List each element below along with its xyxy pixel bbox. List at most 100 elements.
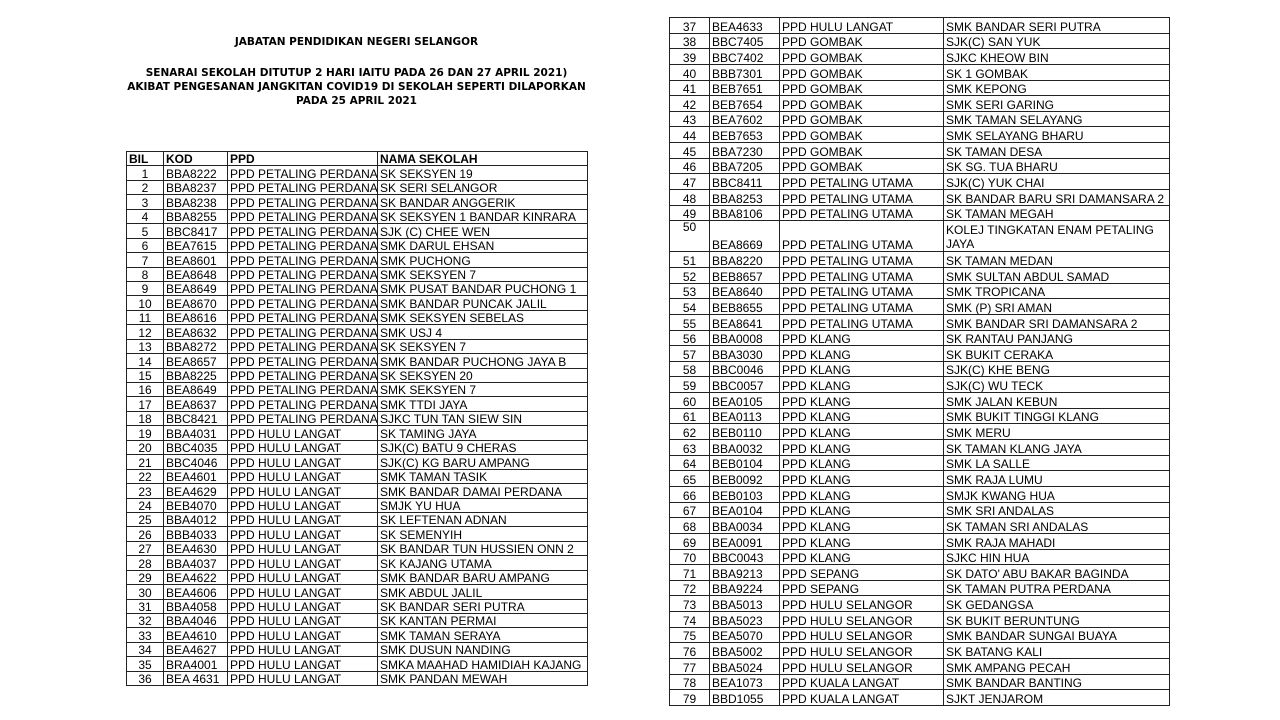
cell-ppd: PPD KLANG xyxy=(779,407,944,425)
cell-nama: SK SEKSYEN 7 xyxy=(377,338,588,355)
cell-kod: BEA4610 xyxy=(163,627,228,643)
table-row: 74 BBA5023 PPD HULU SELANGOR SK BUKIT BERUN… xyxy=(669,611,1170,628)
schools-table-right: 37 BEA4633 PPD HULU LANGAT SMK BANDAR SERI … xyxy=(669,17,1170,706)
cell-nama: SK SERI SELANGOR xyxy=(377,179,588,196)
cell-ppd: PPD HULU LANGAT xyxy=(227,540,378,557)
table-row: 69 BEA0091 PPD KLANG SMK RAJA MAHADI xyxy=(669,532,1170,550)
cell-nama: SMK PANDAN MEWAH xyxy=(377,670,588,687)
cell-kod: BBC0046 xyxy=(709,360,780,378)
cell-ppd: PPD GOMBAK xyxy=(779,95,944,112)
schools-table-left: BIL KOD PPD NAMA SEKOLAH 1 BBA8222 PPD PET… xyxy=(126,150,588,687)
cell-ppd: PPD KLANG xyxy=(779,517,944,534)
cell-nama: SK BANDAR BARU SRI DAMANSARA 2 xyxy=(943,189,1170,206)
cell-kod: BEB0104 xyxy=(709,454,780,472)
table-row: 55 BEA8641 PPD PETALING UTAMA SMK BANDAR SR… xyxy=(669,313,1170,331)
cell-kod: BBA8272 xyxy=(163,338,228,355)
cell-kod: BBA0034 xyxy=(709,517,780,534)
table-row: 10 BEA8670 PPD PETALING PERDANA SMK BANDAR … xyxy=(126,295,588,311)
cell-ppd: PPD GOMBAK xyxy=(779,110,944,128)
cell-bil: 49 xyxy=(669,204,710,222)
cell-kod: BEA4601 xyxy=(163,468,228,485)
table-row: 64 BEB0104 PPD KLANG SMK LA SALLE xyxy=(669,454,1170,472)
cell-bil: 78 xyxy=(669,673,710,691)
table-row: 23 BEA4629 PPD HULU LANGAT SMK BANDAR DAMAI… xyxy=(126,483,588,499)
cell-ppd: PPD PETALING UTAMA xyxy=(779,251,944,268)
cell-ppd: PPD HULU SELANGOR xyxy=(779,611,944,628)
cell-kod: BBA4012 xyxy=(163,511,228,528)
cell-kod: BEA8649 xyxy=(163,280,228,297)
cell-ppd: PPD HULU LANGAT xyxy=(227,641,378,658)
cell-nama: SK RANTAU PANJANG xyxy=(943,329,1170,347)
cell-kod: BEB0103 xyxy=(709,485,780,503)
cell-kod: BEB0092 xyxy=(709,470,780,487)
cell-kod: BEA4633 xyxy=(709,17,780,34)
cell-bil: 57 xyxy=(669,345,710,362)
cell-nama: SMK JALAN KEBUN xyxy=(943,392,1170,409)
cell-bil: 48 xyxy=(669,189,710,206)
table-row: 11 BEA8616 PPD PETALING PERDANA SMK SEKSYEN… xyxy=(126,309,588,326)
cell-bil: 23 xyxy=(126,483,164,499)
table-row: 31 BBA4058 PPD HULU LANGAT SK BANDAR SERI P… xyxy=(126,598,588,615)
table-row: 50 BEA8669 PPD PETALING UTAMA KOLEJ TINGKAT… xyxy=(669,220,1170,253)
table-row: 24 BEB4070 PPD HULU LANGAT SMJK YU HUA xyxy=(126,497,588,513)
cell-nama: SK TAMAN PUTRA PERDANA xyxy=(943,579,1170,597)
cell-kod: BBA8106 xyxy=(709,204,780,222)
cell-bil: 31 xyxy=(126,598,164,615)
cell-kod: BEA8637 xyxy=(163,396,228,412)
table-row: 73 BBA5013 PPD HULU SELANGOR SK GEDANGSA xyxy=(669,595,1170,613)
cell-ppd: PPD PETALING PERDANA xyxy=(227,179,378,196)
cell-bil: 33 xyxy=(126,627,164,643)
header-nama-sekolah: NAMA SEKOLAH xyxy=(377,150,588,167)
cell-bil: 66 xyxy=(669,485,710,503)
cell-kod: BBD1055 xyxy=(709,689,780,706)
cell-bil: 69 xyxy=(669,532,710,550)
cell-nama: SMK AMPANG PECAH xyxy=(943,657,1170,675)
cell-ppd: PPD KLANG xyxy=(779,423,944,441)
cell-ppd: PPD PETALING UTAMA xyxy=(779,204,944,222)
header-bil: BIL xyxy=(126,150,164,167)
table-row: 34 BEA4627 PPD HULU LANGAT SMK DUSUN NANDIN… xyxy=(126,641,588,658)
cell-bil: 39 xyxy=(669,48,710,65)
table-row: 3 BBA8238 PPD PETALING PERDANA SK BANDAR AN… xyxy=(126,194,588,210)
cell-kod: BBC8421 xyxy=(163,410,228,427)
cell-kod: BBA5024 xyxy=(709,657,780,675)
cell-bil: 45 xyxy=(669,142,710,159)
cell-bil: 7 xyxy=(126,252,164,268)
table-row: 47 BBC8411 PPD PETALING UTAMA SJK(C) YUK CH… xyxy=(669,173,1170,191)
table-row: 71 BBA9213 PPD SEPANG SK DATO' ABU BAKAR BA… xyxy=(669,564,1170,581)
cell-kod: BEA8616 xyxy=(163,309,228,326)
cell-bil: 6 xyxy=(126,237,164,254)
cell-ppd: PPD HULU LANGAT xyxy=(227,670,378,687)
cell-kod: BEB7651 xyxy=(709,79,780,97)
cell-kod: BBC7402 xyxy=(709,48,780,65)
cell-kod: BBA4058 xyxy=(163,598,228,615)
cell-bil: 67 xyxy=(669,501,710,519)
table-row: 9 BEA8649 PPD PETALING PERDANA SMK PUSAT BA… xyxy=(126,280,588,297)
cell-kod: BBC8411 xyxy=(709,173,780,191)
cell-bil: 51 xyxy=(669,251,710,268)
cell-bil: 35 xyxy=(126,656,164,672)
table-row: 7 BEA8601 PPD PETALING PERDANA SMK PUCHONG xyxy=(126,252,588,268)
cell-nama: SMK (P) SRI AMAN xyxy=(943,298,1170,315)
cell-nama: SMK SEKSYEN 7 xyxy=(377,381,588,398)
table-row: 22 BEA4601 PPD HULU LANGAT SMK TAMAN TASIK xyxy=(126,468,588,485)
cell-ppd: PPD HULU LANGAT xyxy=(227,511,378,528)
cell-ppd: PPD GOMBAK xyxy=(779,63,944,81)
cell-bil: 44 xyxy=(669,126,710,144)
cell-kod: BBA5013 xyxy=(709,595,780,613)
cell-kod: BBA8238 xyxy=(163,194,228,210)
table-row: 36 BEA 4631 PPD HULU LANGAT SMK PANDAN MEWA… xyxy=(126,670,588,687)
cell-ppd: PPD HULU SELANGOR xyxy=(779,595,944,613)
cell-kod: BBA4037 xyxy=(163,555,228,571)
cell-nama: SK TAMAN DESA xyxy=(943,142,1170,159)
cell-kod: BEA0091 xyxy=(709,532,780,550)
table-row: 61 BEA0113 PPD KLANG SMK BUKIT TINGGI KLANG xyxy=(669,407,1170,425)
cell-ppd: PPD KLANG xyxy=(779,345,944,362)
cell-kod: BEB8655 xyxy=(709,298,780,315)
cell-ppd: PPD PETALING PERDANA xyxy=(227,194,378,210)
cell-nama: SJK(C) KHE BENG xyxy=(943,360,1170,378)
cell-bil: 11 xyxy=(126,309,164,326)
cell-bil: 61 xyxy=(669,407,710,425)
cell-bil: 75 xyxy=(669,626,710,644)
table-row: 20 BBC4035 PPD HULU LANGAT SJK(C) BATU 9 CH… xyxy=(126,439,588,456)
